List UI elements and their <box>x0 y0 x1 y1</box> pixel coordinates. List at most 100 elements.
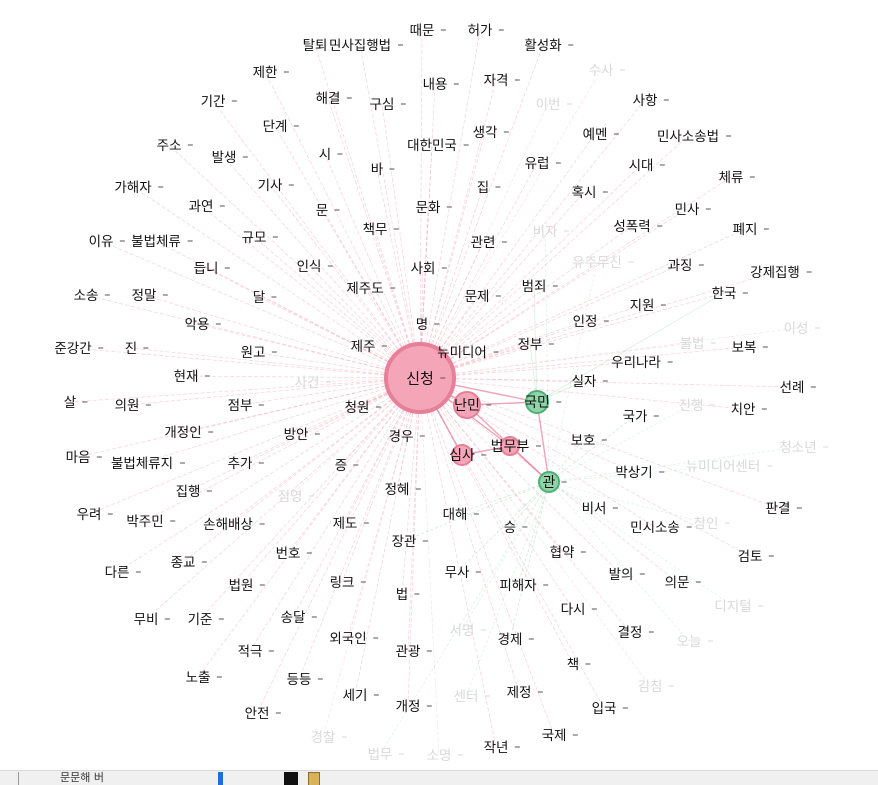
node-label[interactable]: 예멘 <box>583 127 608 143</box>
node-label[interactable]: 이성 <box>784 321 809 337</box>
node-label[interactable]: 소명 <box>427 748 452 764</box>
node-label[interactable]: 입국 <box>592 701 617 717</box>
node-label[interactable]: 불법 <box>680 336 705 352</box>
node-label[interactable]: 송달 <box>281 610 306 626</box>
node-label[interactable]: 집 <box>477 180 489 196</box>
node-label[interactable]: 경우 <box>389 429 414 445</box>
node-label[interactable]: 유럽 <box>525 156 550 172</box>
node-label[interactable]: 한국 <box>712 286 737 302</box>
node-label[interactable]: 제주도 <box>346 281 383 297</box>
node-label[interactable]: 현재 <box>174 369 199 385</box>
node-label[interactable]: 증 <box>335 458 347 474</box>
node-label[interactable]: 검토 <box>738 549 763 565</box>
node-label[interactable]: 안전 <box>245 706 270 722</box>
node-관[interactable] <box>538 471 560 493</box>
node-label[interactable]: 관련 <box>471 235 496 251</box>
node-label[interactable]: 준강간 <box>54 341 91 357</box>
node-label[interactable]: 서명 <box>450 623 475 639</box>
node-label[interactable]: 활성화 <box>524 38 561 54</box>
node-label[interactable]: 뉴미디어 <box>437 345 487 361</box>
node-label[interactable]: 해결 <box>316 91 341 107</box>
node-신청[interactable] <box>384 342 456 414</box>
node-label[interactable]: 폐지 <box>733 222 758 238</box>
node-label[interactable]: 생각 <box>473 125 498 141</box>
node-label[interactable]: 협약 <box>550 545 575 561</box>
node-label[interactable]: 탈퇴 <box>303 38 328 54</box>
node-label[interactable]: 방안 <box>284 427 309 443</box>
node-label[interactable]: 제도 <box>333 516 358 532</box>
node-label[interactable]: 지원 <box>630 298 655 314</box>
node-label[interactable]: 법 <box>396 587 408 603</box>
node-label[interactable]: 실자 <box>572 374 597 390</box>
node-label[interactable]: 대한민국 <box>407 138 457 154</box>
node-label[interactable]: 비서 <box>582 501 607 517</box>
node-심사[interactable] <box>451 444 473 466</box>
node-label[interactable]: 때문 <box>410 23 435 39</box>
node-label[interactable]: 과징 <box>668 258 693 274</box>
node-label[interactable]: 민시소송 <box>630 520 680 536</box>
node-label[interactable]: 정혜 <box>385 482 410 498</box>
node-label[interactable]: 집행 <box>176 484 201 500</box>
node-label[interactable]: 청소년 <box>779 440 816 456</box>
node-label[interactable]: 발의 <box>609 567 634 583</box>
node-label[interactable]: 뉴미디어센터 <box>686 459 761 475</box>
node-label[interactable]: 수사 <box>589 63 614 79</box>
node-label[interactable]: 범죄 <box>522 279 547 295</box>
node-label[interactable]: 과연 <box>189 199 214 215</box>
node-label[interactable]: 추가 <box>228 456 253 472</box>
node-label[interactable]: 점부 <box>228 398 253 414</box>
node-label[interactable]: 불법체류지 <box>111 456 173 472</box>
node-label[interactable]: 주소 <box>157 138 182 154</box>
node-label[interactable]: 디지털 <box>714 599 751 615</box>
node-label[interactable]: 노출 <box>186 670 211 686</box>
node-label[interactable]: 제한 <box>253 65 278 81</box>
node-label[interactable]: 불법체류 <box>131 234 181 250</box>
node-label[interactable]: 박주민 <box>126 514 163 530</box>
node-label[interactable]: 살 <box>64 395 76 411</box>
node-label[interactable]: 국민 <box>524 395 550 411</box>
node-label[interactable]: 인정 <box>573 314 598 330</box>
node-label[interactable]: 다른 <box>105 565 130 581</box>
node-label[interactable]: 판결 <box>766 501 791 517</box>
node-label[interactable]: 인식 <box>297 259 322 275</box>
node-label[interactable]: 번호 <box>276 546 301 562</box>
node-label[interactable]: 법무 <box>368 747 393 763</box>
node-label[interactable]: 의문 <box>665 575 690 591</box>
node-label[interactable]: 문 <box>316 203 328 219</box>
node-label[interactable]: 치안 <box>731 402 756 418</box>
node-label[interactable]: 기사 <box>258 178 283 194</box>
node-label[interactable]: 사건 <box>295 375 320 391</box>
node-label[interactable]: 책무 <box>363 222 388 238</box>
node-label[interactable]: 자격 <box>484 73 509 89</box>
node-label[interactable]: 시 <box>319 147 331 163</box>
node-label[interactable]: 달 <box>253 290 265 306</box>
node-label[interactable]: 사항 <box>633 93 658 109</box>
node-label[interactable]: 듭니 <box>194 261 219 277</box>
node-label[interactable]: 링크 <box>330 575 355 591</box>
node-label[interactable]: 발생 <box>212 150 237 166</box>
node-label[interactable]: 제주 <box>351 339 376 355</box>
node-label[interactable]: 성폭력 <box>613 219 650 235</box>
node-label[interactable]: 종교 <box>171 555 196 571</box>
node-label[interactable]: 이번 <box>536 97 561 113</box>
node-label[interactable]: 강제집행 <box>750 265 800 281</box>
node-label[interactable]: 세기 <box>343 688 368 704</box>
node-label[interactable]: 심사 <box>449 448 475 464</box>
clipboard-icon[interactable] <box>308 772 320 785</box>
node-label[interactable]: 다시 <box>561 602 586 618</box>
node-국민[interactable] <box>525 390 549 414</box>
node-label[interactable]: 혹시 <box>572 185 597 201</box>
node-label[interactable]: 원고 <box>241 345 266 361</box>
node-label[interactable]: 개정 <box>396 699 421 715</box>
node-label[interactable]: 보복 <box>732 340 757 356</box>
node-label[interactable]: 법무부 <box>491 439 530 455</box>
node-label[interactable]: 가해자 <box>114 180 152 196</box>
node-label[interactable]: 기간 <box>201 94 226 110</box>
node-label[interactable]: 작년 <box>484 740 509 756</box>
node-label[interactable]: 의원 <box>115 398 140 414</box>
node-label[interactable]: 악용 <box>185 317 210 333</box>
node-label[interactable]: 승 <box>504 520 516 536</box>
node-label[interactable]: 소송 <box>74 288 99 304</box>
node-label[interactable]: 장관 <box>392 534 417 550</box>
node-label[interactable]: 무비 <box>134 612 159 628</box>
